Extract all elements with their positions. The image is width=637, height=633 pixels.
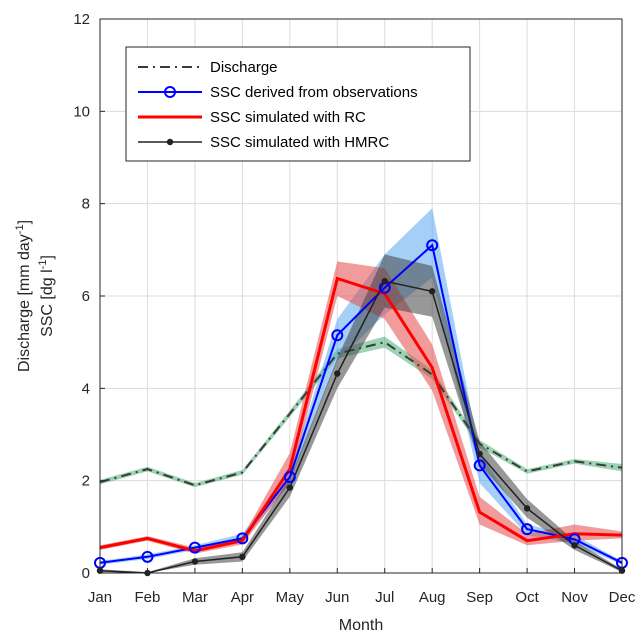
marker-obs: [141, 550, 154, 563]
x-tick-label: Nov: [561, 589, 588, 606]
x-tick-label: Apr: [231, 589, 254, 606]
y-tick-label: 8: [82, 196, 90, 213]
band-dashdot: [100, 336, 622, 488]
x-tick-labels: Jan Feb Mar Apr May Jun Jul Aug Sep Oct Nov Dec: [88, 568, 636, 606]
x-tick-label: May: [276, 589, 305, 606]
marker-obs: [426, 239, 439, 252]
series-lines: [99, 243, 623, 574]
y-tick-label: 10: [73, 103, 90, 120]
y-tick-label: 2: [82, 473, 90, 490]
x-tick-label: Feb: [135, 589, 161, 606]
marker-hmrc: [523, 505, 531, 512]
x-tick-label: Dec: [609, 589, 636, 606]
y-tick-label: 4: [82, 380, 90, 397]
marker-hmrc: [239, 553, 246, 561]
line-dot: [99, 280, 623, 574]
marker-hmrc: [476, 450, 483, 458]
y-tick-labels: 0 2 4 6 8 10 12: [73, 11, 105, 582]
line-solid: [99, 276, 623, 553]
x-tick-label: Jun: [325, 589, 349, 606]
legend-marker: [164, 86, 176, 98]
legend-marker: [166, 138, 174, 146]
y-tick-label: 12: [73, 11, 90, 28]
marker-hmrc: [381, 278, 388, 285]
marker-hmrc: [334, 370, 341, 377]
marker-obs: [236, 532, 249, 545]
x-tick-label: Aug: [419, 589, 446, 606]
x-axis-label: Month: [339, 617, 383, 633]
y-tick-label: 6: [82, 288, 90, 305]
series-markers: [94, 239, 628, 577]
marker-obs: [331, 329, 344, 342]
legend-label: SSC simulated with HMRC: [210, 134, 389, 151]
x-tick-label: Mar: [182, 589, 208, 606]
marker-hmrc: [286, 484, 294, 491]
y-tick-label: 0: [82, 565, 90, 582]
line-dashdot: [99, 341, 623, 487]
marker-hmrc: [571, 542, 578, 549]
marker-obs: [521, 523, 534, 536]
x-tick-label: Jul: [375, 589, 394, 606]
legend-label: SSC simulated with RC: [210, 109, 366, 126]
marker-hmrc: [191, 558, 199, 565]
legend-label: Discharge: [210, 59, 278, 76]
marker-obs: [473, 459, 486, 472]
marker-obs: [283, 470, 296, 483]
y-axis-label-discharge: Discharge [mm day-1]: [14, 220, 33, 372]
x-tick-label: Jan: [88, 589, 112, 606]
legend-label: SSC derived from observations: [210, 84, 418, 101]
legend: Discharge SSC derived from observations SS…: [125, 46, 471, 162]
y-axis-label: Discharge [mm day-1] SSC [dg l-1]: [14, 220, 56, 372]
marker-obs: [188, 541, 201, 554]
x-tick-label: Oct: [515, 589, 539, 606]
x-tick-label: Sep: [466, 589, 493, 606]
marker-hmrc: [428, 288, 436, 295]
y-axis-label-ssc: SSC [dg l-1]: [37, 255, 56, 337]
